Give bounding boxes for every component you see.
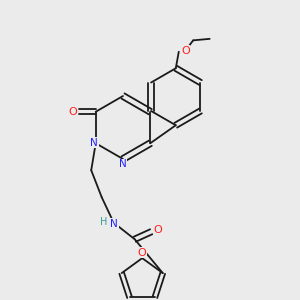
Text: N: N: [90, 138, 98, 148]
Text: N: N: [119, 159, 127, 170]
Text: O: O: [181, 46, 190, 56]
Text: N: N: [110, 219, 118, 229]
Text: H: H: [100, 217, 107, 226]
Text: O: O: [138, 248, 147, 258]
Text: O: O: [68, 107, 77, 117]
Text: O: O: [154, 225, 163, 235]
